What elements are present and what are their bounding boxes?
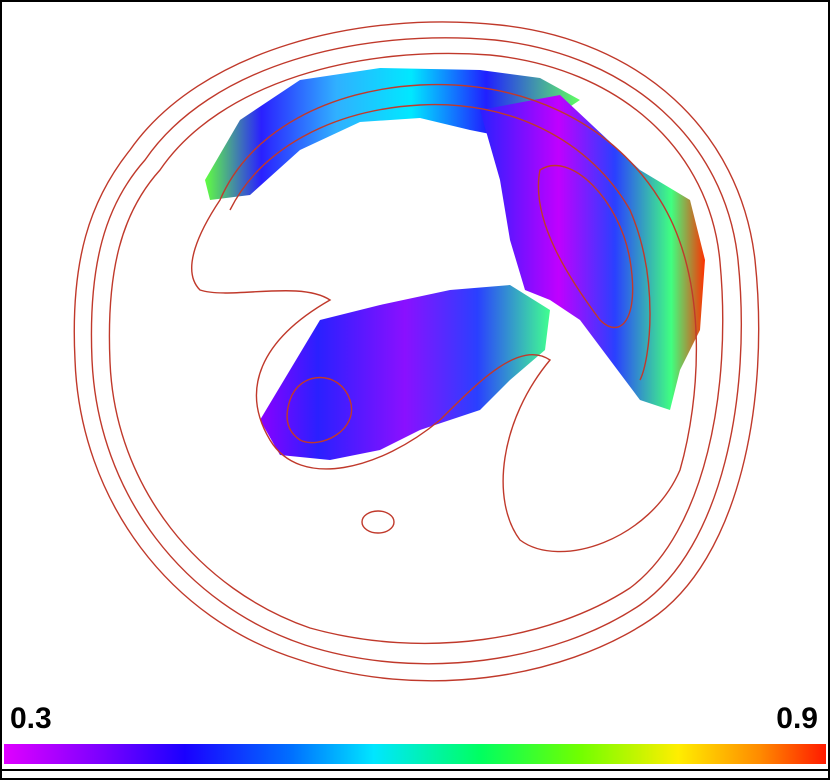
colorbar: [4, 744, 826, 764]
intensity-map: [205, 68, 705, 460]
map-bar: [260, 285, 550, 460]
colorbar-min-label: 0.3: [10, 702, 52, 735]
contours: [73, 21, 760, 682]
map-right: [480, 95, 705, 410]
map-arc: [205, 68, 580, 200]
colorbar-max-label: 0.9: [776, 702, 818, 735]
